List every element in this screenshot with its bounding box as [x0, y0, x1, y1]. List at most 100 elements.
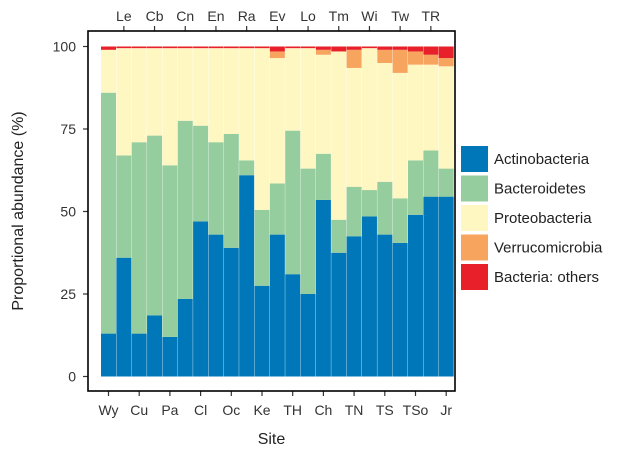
bar-segment-ra-0	[239, 175, 255, 377]
bar-segment-ev-3	[269, 51, 285, 59]
x-tick-label-top-tr: TR	[422, 8, 441, 24]
bar-segment-tn-0	[346, 236, 362, 377]
bar-segment-cu-4	[131, 46, 147, 49]
bar-segment-le-1	[116, 155, 132, 258]
y-tick-label: 50	[60, 204, 76, 220]
legend-label: Actinobacteria	[494, 151, 590, 168]
legend-swatch-bacteroidetes	[461, 175, 488, 202]
bars-layer	[101, 46, 454, 377]
bar-segment-tso-4	[408, 46, 423, 52]
bar-segment-en-1	[208, 142, 224, 235]
bar-segment-ke-2	[254, 48, 270, 210]
bar-segment-lo-0	[300, 294, 316, 377]
bar-segment-cl-2	[193, 48, 209, 126]
legend: Actinobacteria Bacteroidetes Proteobacteri…	[461, 146, 603, 290]
legend-swatch-actinobacteria	[461, 146, 488, 172]
bar-segment-wy-2	[101, 49, 116, 93]
y-tick-label: 25	[60, 286, 76, 302]
x-tick-label-bottom-wy: Wy	[98, 402, 118, 418]
x-tick-label-top-cb: Cb	[146, 8, 164, 24]
bar-segment-tso-1	[408, 160, 423, 215]
bar-segment-oc-1	[223, 133, 239, 248]
bar-segment-jr-4	[438, 46, 454, 59]
bar-segment-cn-2	[177, 48, 193, 121]
bar-segment-lo-2	[300, 48, 316, 169]
legend-label: Bacteria: others	[494, 269, 599, 286]
x-tick-label-top-tw: Tw	[391, 8, 410, 24]
x-tick-label-bottom-pa: Pa	[161, 402, 178, 418]
bar-segment-en-0	[208, 234, 224, 377]
bar-segment-wi-1	[361, 190, 377, 217]
bar-segment-tn-1	[346, 186, 362, 237]
bar-segment-tr-2	[423, 64, 439, 151]
bar-segment-pa-0	[162, 336, 178, 377]
x-tick-label-bottom-ke: Ke	[253, 402, 270, 418]
bar-segment-jr-3	[438, 58, 454, 67]
bar-segment-ch-2	[315, 54, 331, 154]
bar-segment-tw-2	[392, 72, 408, 199]
bar-segment-le-4	[116, 46, 132, 49]
bar-segment-ch-1	[315, 153, 331, 200]
bar-segment-wi-0	[361, 216, 377, 377]
bar-segment-cl-4	[193, 46, 209, 49]
legend-label: Bacteroidetes	[494, 181, 586, 198]
bar-segment-ts-1	[377, 181, 393, 235]
x-tick-label-bottom-th: TH	[283, 402, 302, 418]
bar-segment-ts-3	[377, 49, 393, 63]
plot-panel-border	[87, 30, 456, 392]
x-tick-label-bottom-ts: TS	[376, 402, 394, 418]
bar-segment-wy-4	[101, 46, 116, 50]
bar-segment-ts-2	[377, 63, 393, 182]
bar-segment-pa-4	[162, 46, 178, 49]
bar-segment-tso-0	[408, 214, 423, 377]
bar-segment-tr-3	[423, 54, 439, 65]
legend-swatch-bacteria-others	[461, 264, 488, 290]
bar-segment-ev-4	[269, 46, 285, 52]
bar-segment-th-2	[285, 48, 301, 131]
bar-segment-ev-1	[269, 183, 285, 235]
bar-segment-tn-2	[346, 67, 362, 187]
bar-segment-pa-1	[162, 165, 178, 337]
bar-segment-tm-2	[331, 51, 347, 220]
bar-segment-tm-1	[331, 219, 347, 253]
legend-swatch-verrucomicrobia	[461, 234, 488, 261]
bar-segment-cn-4	[177, 46, 193, 49]
x-tick-label-top-en: En	[207, 8, 224, 24]
bar-segment-ke-4	[254, 46, 270, 49]
bar-segment-lo-4	[300, 46, 316, 49]
bar-segment-ch-0	[315, 199, 331, 377]
bar-segment-tn-4	[346, 46, 362, 50]
legend-label: Verrucomicrobia	[494, 240, 603, 257]
bar-segment-wi-4	[361, 46, 377, 49]
x-tick-label-bottom-tso: TSo	[403, 402, 429, 418]
bar-segment-ra-2	[239, 48, 255, 161]
x-tick-label-top-tm: Tm	[329, 8, 349, 24]
bar-segment-wy-0	[101, 333, 116, 377]
bar-segment-tw-3	[392, 49, 408, 73]
bar-segment-wy-1	[101, 92, 116, 334]
y-axis-title: Proportional abundance (%)	[10, 111, 27, 310]
bar-segment-le-2	[116, 48, 132, 156]
bar-segment-ra-4	[239, 46, 255, 49]
bar-segment-en-2	[208, 48, 224, 143]
bar-segment-ev-2	[269, 58, 285, 184]
bar-segment-tn-3	[346, 49, 362, 68]
bar-segment-tr-0	[423, 196, 439, 377]
bar-segment-jr-1	[438, 168, 454, 197]
y-axis: 0 25 50 75 100	[53, 39, 88, 385]
bar-segment-ts-0	[377, 234, 393, 377]
bar-segment-tw-1	[392, 198, 408, 243]
x-tick-label-bottom-cu: Cu	[130, 402, 148, 418]
x-tick-label-bottom-jr: Jr	[440, 402, 452, 418]
x-tick-label-bottom-tn: TN	[345, 402, 364, 418]
x-tick-label-top-le: Le	[116, 8, 132, 24]
y-tick-label: 75	[60, 121, 76, 137]
bar-segment-jr-2	[438, 66, 454, 169]
bar-segment-th-1	[285, 130, 301, 275]
bar-segment-th-4	[285, 46, 301, 49]
bar-segment-cn-0	[177, 298, 193, 377]
bar-segment-th-0	[285, 274, 301, 377]
bar-segment-tso-2	[408, 64, 423, 161]
x-axis-title: Site	[258, 431, 286, 448]
